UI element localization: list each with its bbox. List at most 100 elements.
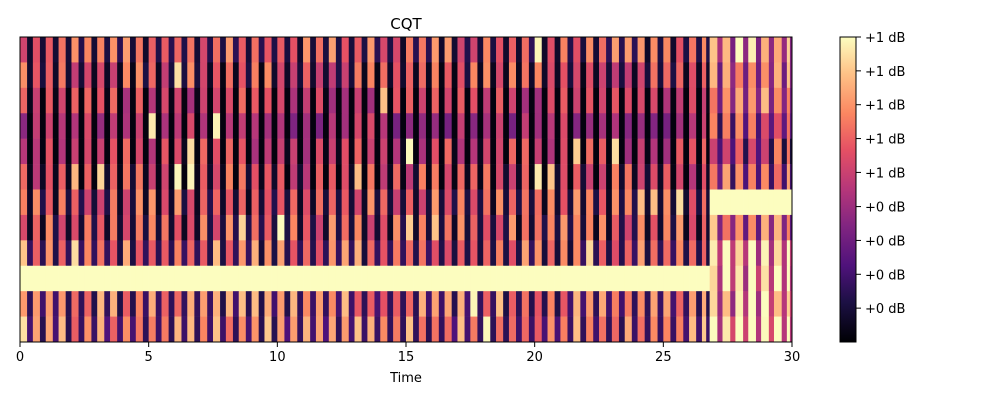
heatmap-cell [521,62,530,89]
heatmap-cell [200,164,208,190]
heatmap-cell [354,164,362,190]
heatmap-cell [748,189,757,216]
heatmap-cell [425,189,433,216]
heatmap-cell [413,87,420,114]
heatmap-cell [618,214,626,241]
heatmap-cell [348,316,355,343]
heatmap-cell [768,265,775,292]
heatmap-cell [528,62,535,89]
heatmap-cell [238,240,247,267]
heatmap-cell [393,265,401,292]
heatmap-cell [508,164,517,190]
heatmap-cell [78,291,85,317]
heatmap-cell [277,316,285,343]
heatmap-cell [567,240,574,267]
heatmap-cell [117,164,124,190]
heatmap-cell [560,214,568,241]
heatmap-cell [374,164,381,190]
heatmap-cell [657,62,664,89]
heatmap-cell [748,316,757,343]
heatmap-cell [52,316,59,343]
heatmap-cell [624,265,633,292]
heatmap-cell [554,214,561,241]
heatmap-cell [122,87,131,114]
heatmap-cell [104,316,111,343]
heatmap-cell [701,113,707,139]
heatmap-cell [789,189,793,216]
heatmap-cell [496,138,504,165]
heatmap-cell [425,37,433,63]
heatmap-cell [238,138,247,165]
heatmap-cell [438,138,445,165]
heatmap-cell [438,240,445,267]
heatmap-cell [457,87,465,114]
heatmap-cell [174,37,182,63]
heatmap-cell [387,138,394,165]
heatmap-cell [387,189,394,216]
heatmap-cell [768,138,775,165]
heatmap-cell [155,240,162,267]
heatmap-cell [328,316,337,343]
heatmap-cell [328,37,337,63]
heatmap-cell [284,113,291,139]
heatmap-cell [104,138,111,165]
heatmap-cell [663,164,671,190]
heatmap-cell [374,265,381,292]
heatmap-cell [730,62,736,89]
heatmap-cell [130,316,137,343]
heatmap-cell [730,138,736,165]
heatmap-cell [676,113,684,139]
heatmap-cell [611,164,620,190]
heatmap-cell [696,240,703,267]
heatmap-cell [689,113,697,139]
heatmap-cell [354,113,362,139]
heatmap-cell [696,37,703,63]
heatmap-cell [743,214,749,241]
heatmap-cell [194,138,201,165]
heatmap-cell [663,138,671,165]
heatmap-cell [328,189,337,216]
heatmap-cell [717,316,723,343]
heatmap-cell [303,37,311,63]
heatmap-cell [315,37,324,63]
heatmap-cell [431,291,440,317]
heatmap-cell [39,240,47,267]
heatmap-cell [413,316,420,343]
heatmap-cell [194,87,201,114]
heatmap-cell [618,291,626,317]
heatmap-cell [573,138,581,165]
heatmap-cell [631,214,638,241]
heatmap-cell [380,265,388,292]
heatmap-cell [20,138,28,165]
heatmap-cell [683,265,690,292]
heatmap-cell [786,240,791,267]
heatmap-cell [187,37,195,63]
heatmap-cell [593,316,600,343]
heatmap-cell [743,138,749,165]
heatmap-cell [781,189,788,216]
heatmap-cell [310,87,317,114]
heatmap-cell [606,265,613,292]
heatmap-cell [676,164,684,190]
heatmap-cell [91,265,98,292]
heatmap-cell [117,316,124,343]
heatmap-cell [27,240,34,267]
heatmap-cell [168,87,175,114]
heatmap-cell [323,189,330,216]
heatmap-cell [277,87,285,114]
heatmap-cell [52,240,59,267]
heatmap-cell [709,265,718,292]
heatmap-cell [20,62,28,89]
heatmap-cell [611,214,620,241]
heatmap-cell [722,240,731,267]
heatmap-cell [477,214,484,241]
heatmap-cell [470,138,478,165]
heatmap-cell [393,316,401,343]
heatmap-cell [657,240,664,267]
heatmap-cell [425,62,433,89]
heatmap-cell [225,214,234,241]
heatmap-cell [52,138,59,165]
heatmap-cell [194,113,201,139]
heatmap-cell [117,87,124,114]
heatmap-cell [735,240,744,267]
